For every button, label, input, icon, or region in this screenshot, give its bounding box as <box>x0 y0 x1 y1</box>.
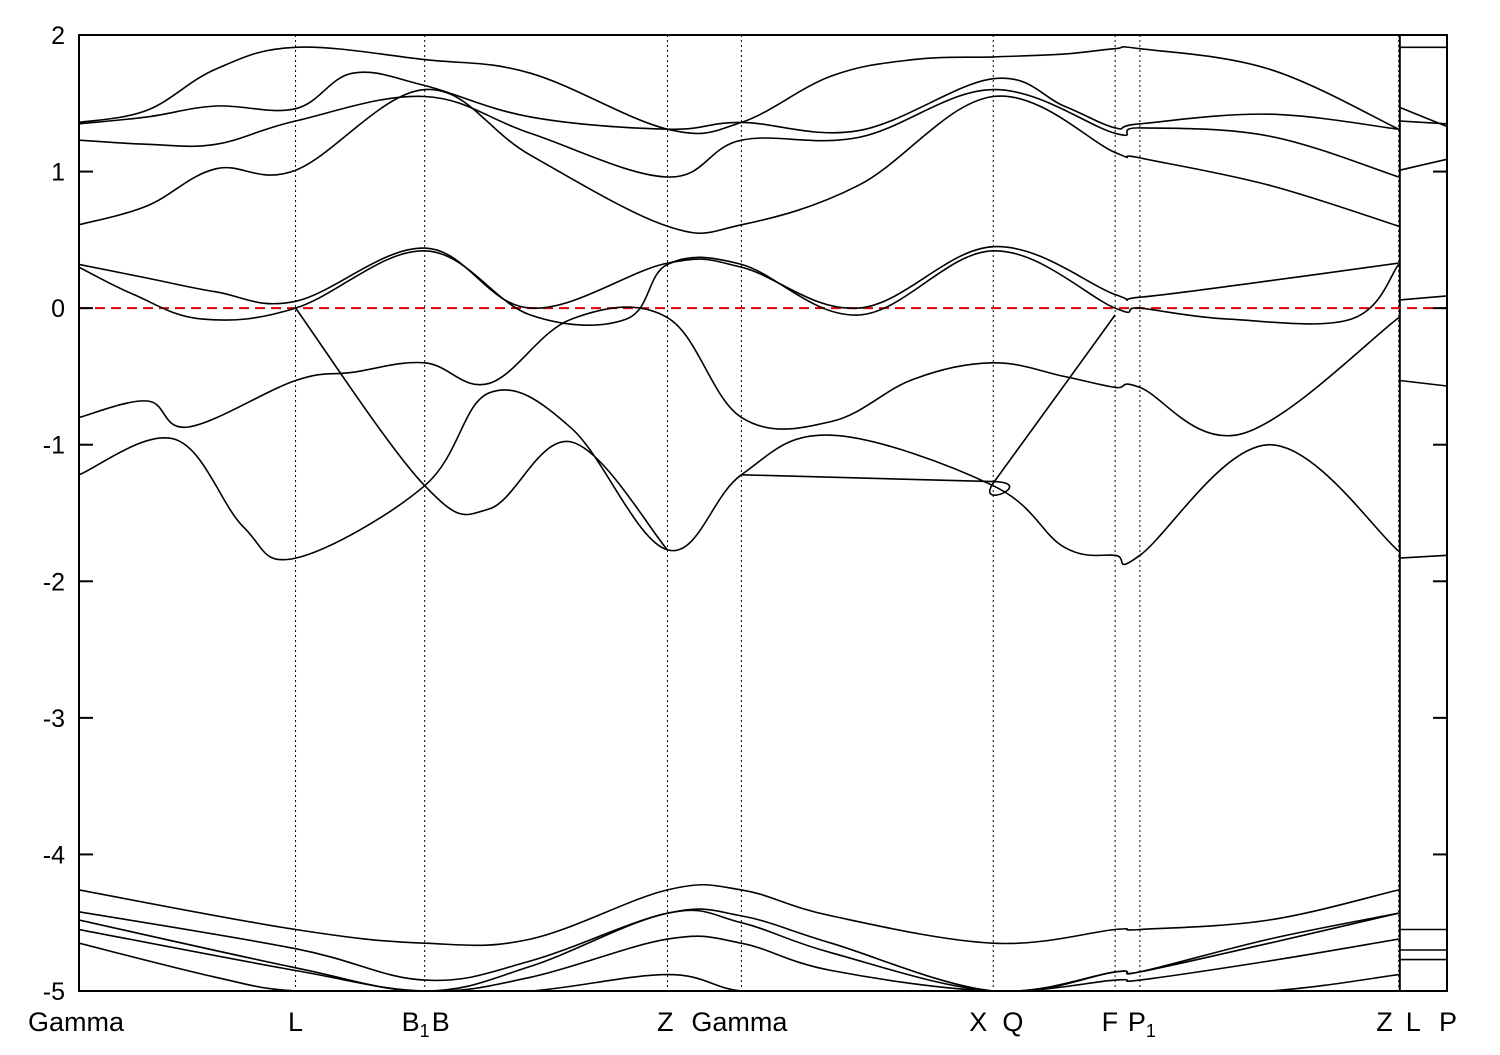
axis-frame <box>78 34 1448 992</box>
y-tick-label-4: -1 <box>43 432 65 460</box>
high-symmetry-gridlines <box>295 35 1401 991</box>
x-label-6: X <box>969 1007 987 1037</box>
y-tick-label-7: 2 <box>51 22 65 50</box>
x-label-12: P <box>1439 1007 1457 1037</box>
x-label-text-11: L <box>1406 1007 1421 1037</box>
band-5 <box>79 245 1399 310</box>
band-9 <box>294 307 669 551</box>
band-11 <box>79 883 1399 947</box>
band-21 <box>1399 379 1447 387</box>
x-label-text-12: P <box>1439 1007 1457 1037</box>
y-tick-label-2: -3 <box>43 705 65 733</box>
band-18 <box>1399 120 1447 125</box>
x-label-5: Gamma <box>691 1007 788 1037</box>
band-8 <box>79 389 1400 566</box>
y-tick-label-0: -5 <box>43 978 65 1006</box>
band-14 <box>79 928 1399 991</box>
band-10 <box>741 314 1116 496</box>
x-label-text-6: X <box>969 1007 987 1037</box>
x-label-text-7: Q <box>1002 1007 1023 1037</box>
x-label-10: Z <box>1376 1007 1393 1037</box>
x-label-8: F <box>1102 1007 1119 1037</box>
x-axis-labels: Gamma L B1 B Z Gamma X Q F P1 Z L P <box>28 1007 1457 1041</box>
x-label-text-1: L <box>288 1007 303 1037</box>
x-label-4: Z <box>657 1007 674 1037</box>
x-label-0: Gamma <box>28 1007 125 1037</box>
plot-frame <box>78 34 1448 992</box>
x-label-text-4: Z <box>657 1007 674 1037</box>
band-4 <box>79 88 1399 235</box>
x-label-sub-2: 1 <box>420 1021 430 1041</box>
x-label-2: B1 <box>402 1007 430 1041</box>
band-6 <box>79 249 1400 326</box>
x-label-text-0: Gamma <box>28 1007 125 1037</box>
x-label-sub-9: 1 <box>1146 1021 1156 1041</box>
band-2 <box>79 71 1399 134</box>
x-label-text-9: P <box>1128 1007 1146 1037</box>
y-tick-label-5: 0 <box>51 295 65 323</box>
y-tick-label-1: -4 <box>43 841 65 869</box>
y-tick-label-6: 1 <box>51 159 65 187</box>
x-label-text-5: Gamma <box>691 1007 788 1037</box>
band-3 <box>79 88 1399 178</box>
y-axis-ticks: -5 -4 -3 -2 -1 0 1 2 <box>43 22 1447 1006</box>
band-20 <box>1399 295 1447 301</box>
x-label-1: L <box>288 1007 303 1037</box>
band-lines <box>79 46 1447 991</box>
x-label-7: Q <box>1002 1007 1023 1037</box>
x-label-text-8: F <box>1102 1007 1119 1037</box>
band-1 <box>79 46 1400 135</box>
band-7 <box>79 306 1400 437</box>
x-label-text-2: B <box>402 1007 420 1037</box>
band-17 <box>1399 106 1447 128</box>
x-label-text-3: B <box>432 1007 450 1037</box>
band-19 <box>1399 158 1447 171</box>
x-label-3: B <box>432 1007 450 1037</box>
x-label-9: P1 <box>1128 1007 1156 1041</box>
x-label-text-10: Z <box>1376 1007 1393 1037</box>
x-label-11: L <box>1406 1007 1421 1037</box>
y-tick-label-3: -2 <box>43 568 65 596</box>
band-22 <box>1399 554 1447 559</box>
